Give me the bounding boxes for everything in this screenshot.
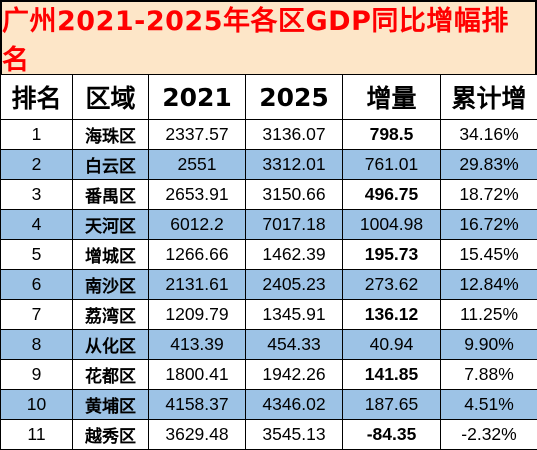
cell-increase: 40.94 xyxy=(342,329,441,360)
cell-increase: 136.12 xyxy=(342,299,441,330)
cell-2025: 1462.39 xyxy=(245,239,343,270)
cell-increase: 141.85 xyxy=(342,359,441,390)
cell-2021: 2131.61 xyxy=(148,269,246,300)
cell-district: 番禺区 xyxy=(72,179,149,210)
header-increase: 增量 xyxy=(342,74,441,120)
table-row: 10 黄埔区 4158.37 4346.02 187.65 4.51% xyxy=(0,389,537,420)
cell-2025: 4346.02 xyxy=(245,389,343,420)
cell-rank: 8 xyxy=(0,329,73,360)
cell-increase: 798.5 xyxy=(342,119,441,150)
cell-2021: 6012.2 xyxy=(148,209,246,240)
cell-2025: 3312.01 xyxy=(245,149,343,180)
cell-2021: 1800.41 xyxy=(148,359,246,390)
cell-rank: 10 xyxy=(0,389,73,420)
cell-district: 荔湾区 xyxy=(72,299,149,330)
cell-2021: 1266.66 xyxy=(148,239,246,270)
cell-growth: 34.16% xyxy=(440,119,537,150)
cell-rank: 1 xyxy=(0,119,73,150)
table-row: 1 海珠区 2337.57 3136.07 798.5 34.16% xyxy=(0,119,537,150)
cell-2021: 413.39 xyxy=(148,329,246,360)
page-title: 广州2021-2025年各区GDP同比增幅排名 xyxy=(2,6,509,76)
cell-growth: 12.84% xyxy=(440,269,537,300)
cell-rank: 7 xyxy=(0,299,73,330)
table-row: 7 荔湾区 1209.79 1345.91 136.12 11.25% xyxy=(0,299,537,330)
cell-growth: 11.25% xyxy=(440,299,537,330)
cell-2025: 454.33 xyxy=(245,329,343,360)
cell-2021: 2337.57 xyxy=(148,119,246,150)
header-cumulative-growth: 累计增 xyxy=(440,74,537,120)
title-banner: 广州2021-2025年各区GDP同比增幅排名 xyxy=(0,0,537,76)
cell-rank: 3 xyxy=(0,179,73,210)
cell-increase: 195.73 xyxy=(342,239,441,270)
cell-growth: 4.51% xyxy=(440,389,537,420)
cell-district: 从化区 xyxy=(72,329,149,360)
cell-2025: 3150.66 xyxy=(245,179,343,210)
cell-district: 白云区 xyxy=(72,149,149,180)
cell-district: 增城区 xyxy=(72,239,149,270)
cell-increase: -84.35 xyxy=(342,419,441,450)
cell-growth: 7.88% xyxy=(440,359,537,390)
cell-2021: 2653.91 xyxy=(148,179,246,210)
table-row: 8 从化区 413.39 454.33 40.94 9.90% xyxy=(0,329,537,360)
cell-rank: 2 xyxy=(0,149,73,180)
table-row: 5 增城区 1266.66 1462.39 195.73 15.45% xyxy=(0,239,537,270)
cell-2025: 7017.18 xyxy=(245,209,343,240)
header-row: 排名 区域 2021 2025 增量 累计增 xyxy=(0,74,537,120)
table-row: 11 越秀区 3629.48 3545.13 -84.35 -2.32% xyxy=(0,419,537,450)
table-body: 1 海珠区 2337.57 3136.07 798.5 34.16% 2 白云区 2551 331… xyxy=(0,119,537,450)
cell-district: 南沙区 xyxy=(72,269,149,300)
cell-2025: 3136.07 xyxy=(245,119,343,150)
cell-rank: 11 xyxy=(0,419,73,450)
table-row: 6 南沙区 2131.61 2405.23 273.62 12.84% xyxy=(0,269,537,300)
cell-rank: 6 xyxy=(0,269,73,300)
cell-2021: 3629.48 xyxy=(148,419,246,450)
header-2021: 2021 xyxy=(148,74,246,120)
cell-district: 天河区 xyxy=(72,209,149,240)
cell-growth: -2.32% xyxy=(440,419,537,450)
cell-district: 花都区 xyxy=(72,359,149,390)
table-row: 9 花都区 1800.41 1942.26 141.85 7.88% xyxy=(0,359,537,390)
cell-2025: 3545.13 xyxy=(245,419,343,450)
cell-increase: 761.01 xyxy=(342,149,441,180)
cell-growth: 18.72% xyxy=(440,179,537,210)
cell-2025: 1345.91 xyxy=(245,299,343,330)
cell-growth: 16.72% xyxy=(440,209,537,240)
cell-district: 黄埔区 xyxy=(72,389,149,420)
cell-rank: 4 xyxy=(0,209,73,240)
table-row: 3 番禺区 2653.91 3150.66 496.75 18.72% xyxy=(0,179,537,210)
cell-district: 越秀区 xyxy=(72,419,149,450)
gdp-table: 排名 区域 2021 2025 增量 累计增 1 海珠区 2337.57 3136.0… xyxy=(0,74,537,450)
cell-increase: 187.65 xyxy=(342,389,441,420)
header-rank: 排名 xyxy=(0,74,73,120)
cell-growth: 15.45% xyxy=(440,239,537,270)
cell-growth: 9.90% xyxy=(440,329,537,360)
table-row: 2 白云区 2551 3312.01 761.01 29.83% xyxy=(0,149,537,180)
cell-rank: 5 xyxy=(0,239,73,270)
cell-district: 海珠区 xyxy=(72,119,149,150)
cell-increase: 273.62 xyxy=(342,269,441,300)
cell-2025: 1942.26 xyxy=(245,359,343,390)
cell-increase: 496.75 xyxy=(342,179,441,210)
cell-2025: 2405.23 xyxy=(245,269,343,300)
cell-growth: 29.83% xyxy=(440,149,537,180)
table-row: 4 天河区 6012.2 7017.18 1004.98 16.72% xyxy=(0,209,537,240)
header-district: 区域 xyxy=(72,74,149,120)
cell-2021: 1209.79 xyxy=(148,299,246,330)
cell-rank: 9 xyxy=(0,359,73,390)
cell-increase: 1004.98 xyxy=(342,209,441,240)
cell-2021: 2551 xyxy=(148,149,246,180)
header-2025: 2025 xyxy=(245,74,343,120)
cell-2021: 4158.37 xyxy=(148,389,246,420)
